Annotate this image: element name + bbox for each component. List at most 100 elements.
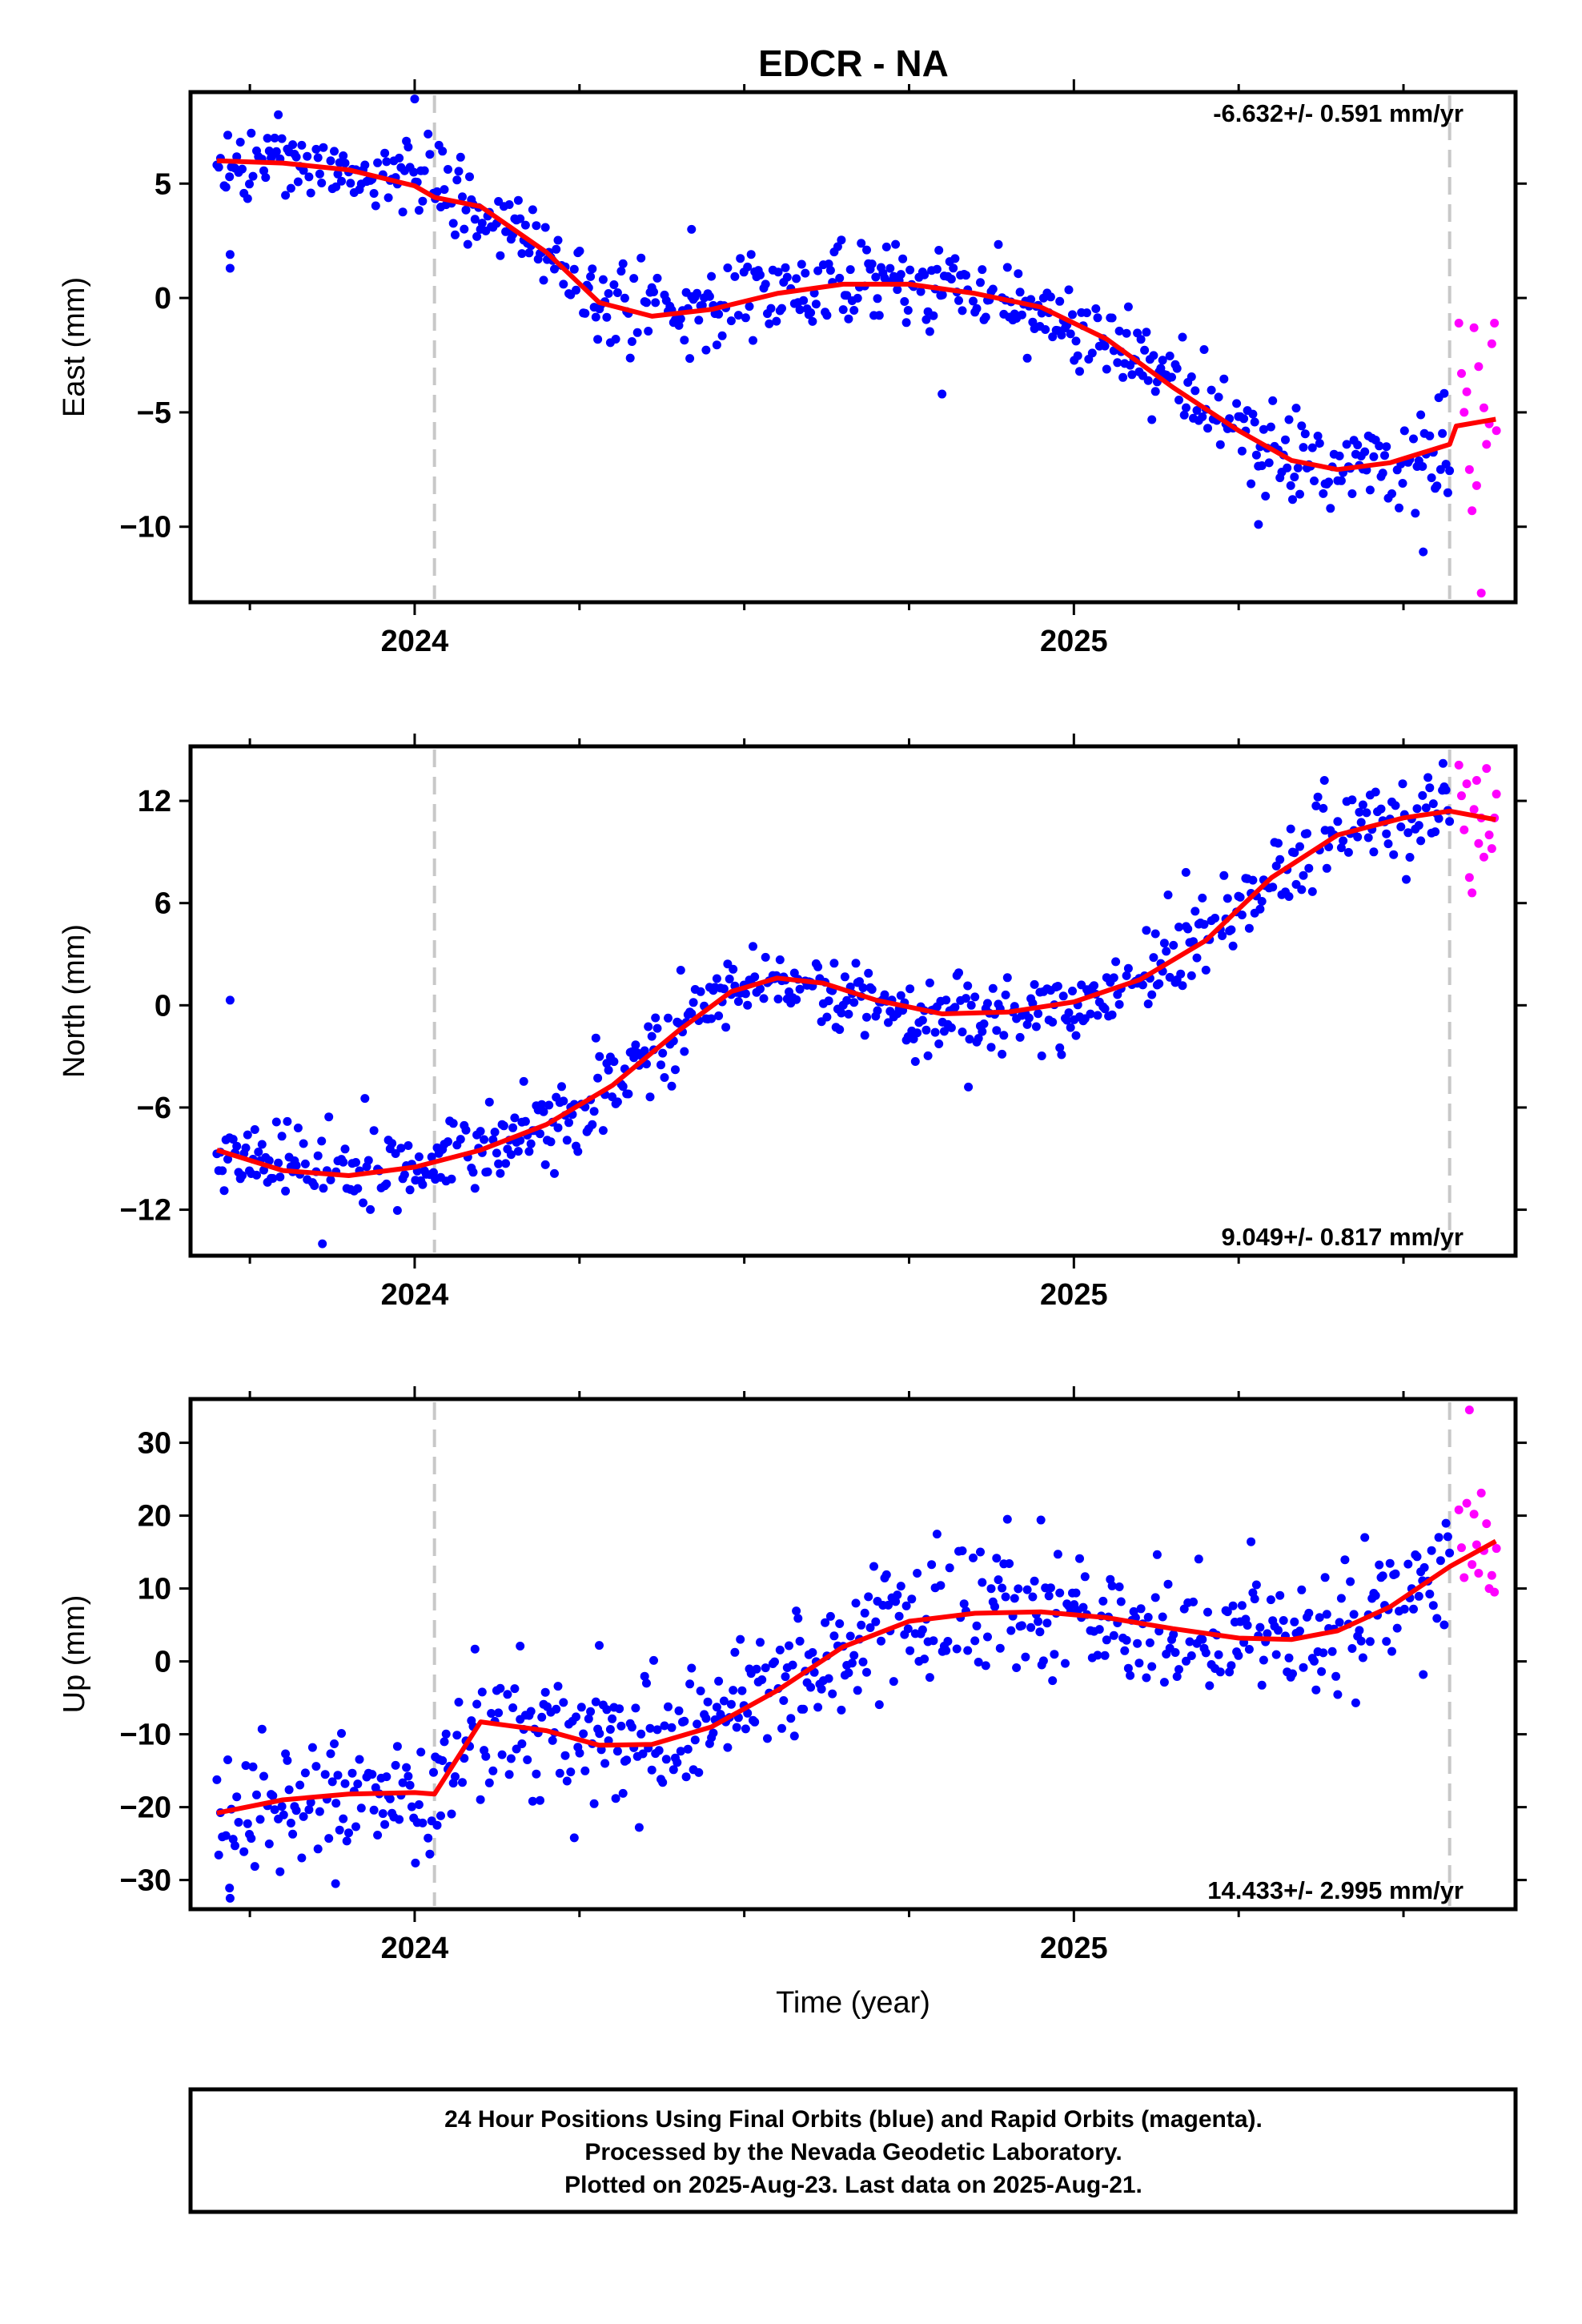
data-point [676, 314, 685, 324]
data-point [1387, 1647, 1396, 1656]
data-point [391, 1760, 400, 1770]
data-point [589, 1799, 599, 1808]
data-point [1071, 336, 1081, 346]
data-point [1441, 460, 1451, 469]
data-point [1093, 1011, 1102, 1020]
data-point [326, 1749, 335, 1759]
data-point [528, 205, 537, 215]
data-point [867, 259, 877, 269]
data-point [999, 1031, 1009, 1040]
rapid-point [1490, 319, 1500, 328]
data-point [795, 305, 805, 315]
data-point [1307, 443, 1317, 452]
data-point [281, 1749, 291, 1759]
data-point [234, 1818, 243, 1827]
data-point [544, 1100, 554, 1110]
data-point [520, 1116, 530, 1126]
data-point [1005, 1559, 1014, 1568]
data-point [746, 250, 756, 259]
rapid-point [1464, 873, 1474, 883]
data-point [1111, 957, 1121, 967]
data-point [1102, 1635, 1111, 1645]
data-point [761, 952, 770, 962]
data-point [860, 1031, 869, 1040]
data-point [1435, 464, 1445, 474]
data-point [1425, 783, 1435, 793]
data-point [763, 1734, 772, 1743]
data-point [954, 968, 963, 978]
data-point [942, 995, 951, 1005]
data-point [219, 1186, 229, 1196]
data-point [1353, 832, 1363, 842]
data-point [291, 152, 301, 162]
data-point [286, 1819, 295, 1827]
data-point [1320, 1573, 1330, 1582]
data-point [593, 1073, 603, 1083]
data-point [1122, 1635, 1131, 1645]
data-point [339, 151, 348, 160]
data-point [1147, 1662, 1157, 1671]
data-point [693, 288, 702, 298]
data-point [1355, 807, 1364, 817]
data-point [299, 1811, 308, 1821]
data-point [1134, 1659, 1144, 1668]
data-point [1297, 421, 1307, 431]
data-point [1443, 1532, 1452, 1542]
data-point [1349, 1610, 1359, 1619]
data-point [817, 1684, 826, 1694]
data-point [1142, 1673, 1151, 1683]
data-point [1064, 1008, 1074, 1018]
data-point [930, 1027, 940, 1037]
data-point [319, 143, 328, 152]
rapid-point [1492, 426, 1501, 436]
y-tick-label: 0 [155, 989, 171, 1023]
data-point [359, 1198, 367, 1208]
data-point [252, 1790, 261, 1799]
data-point [1046, 1583, 1055, 1593]
data-point [1159, 939, 1169, 948]
data-point [438, 147, 448, 156]
data-point [239, 1847, 249, 1856]
data-point [664, 1702, 673, 1711]
data-point [913, 1569, 922, 1578]
data-point [1174, 923, 1183, 932]
data-point [513, 1147, 523, 1156]
data-point [550, 1168, 559, 1178]
data-point [243, 1819, 252, 1828]
data-point [1299, 870, 1308, 880]
data-point [749, 336, 757, 345]
data-point [642, 298, 651, 308]
data-point [608, 1714, 617, 1723]
data-point [425, 150, 435, 159]
data-point [1165, 972, 1174, 982]
data-point [501, 1159, 511, 1168]
data-point [238, 1171, 247, 1180]
data-point [1071, 1588, 1081, 1598]
data-point [757, 1675, 767, 1684]
data-point [1425, 431, 1435, 440]
data-point [1055, 296, 1065, 306]
data-point [463, 239, 472, 249]
data-point [1340, 1555, 1350, 1565]
data-point [741, 313, 750, 323]
data-point [638, 1749, 648, 1759]
data-point [1189, 937, 1198, 947]
data-point [477, 219, 487, 228]
data-point [1219, 870, 1229, 880]
data-point [391, 1149, 400, 1158]
data-point [972, 1621, 982, 1630]
data-point [1288, 1669, 1297, 1679]
data-point [517, 1739, 527, 1748]
data-point [488, 1766, 498, 1775]
data-point [268, 1791, 278, 1800]
data-point [259, 1771, 268, 1781]
data-point [958, 1546, 967, 1555]
data-point [694, 316, 704, 325]
data-point [537, 1712, 547, 1722]
data-point [425, 1849, 435, 1859]
data-point [981, 1661, 990, 1671]
data-point [750, 1717, 760, 1727]
data-point [337, 176, 346, 186]
data-point [871, 272, 881, 282]
data-point [548, 1735, 557, 1745]
